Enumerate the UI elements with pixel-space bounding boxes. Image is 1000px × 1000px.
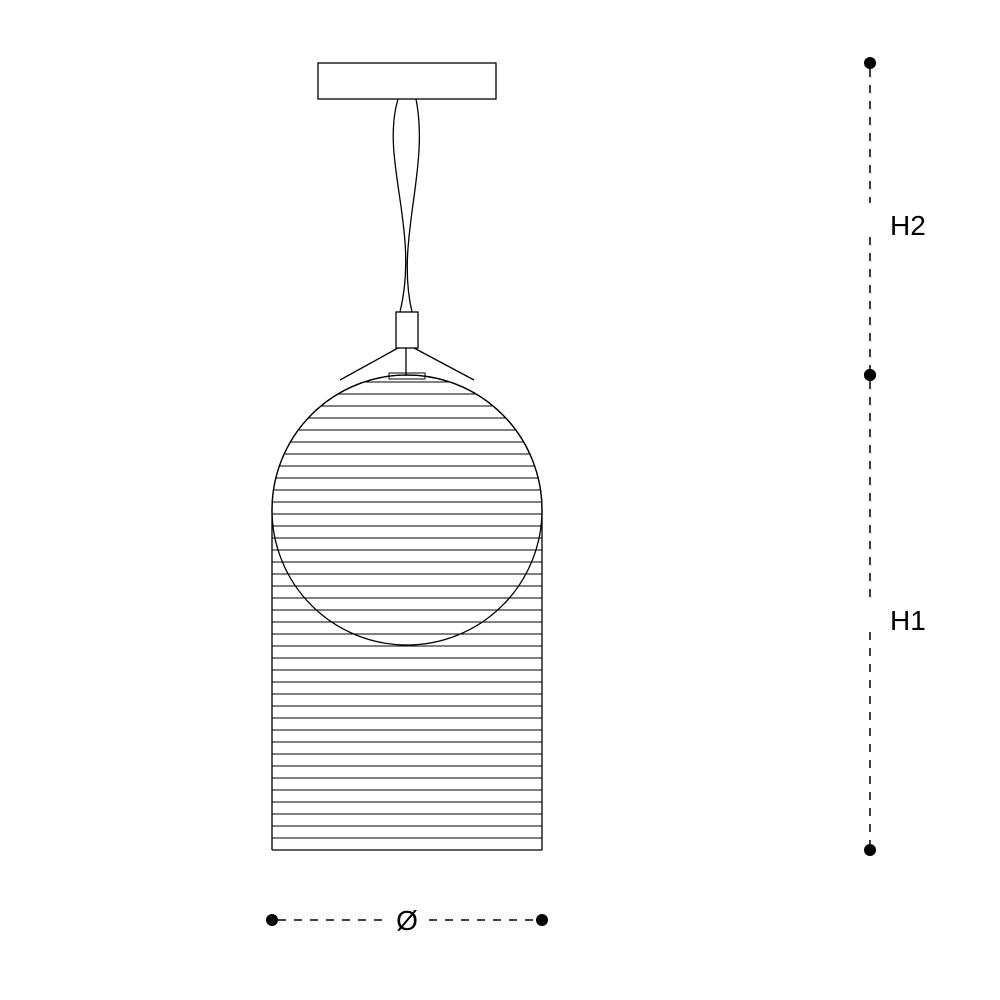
dim-dot — [864, 369, 876, 381]
suspension-cable — [407, 99, 419, 312]
dim-label-diameter: Ø — [396, 905, 418, 936]
dim-label-h1: H1 — [890, 605, 926, 636]
suspension-cable — [393, 99, 406, 312]
dim-dot — [266, 914, 278, 926]
dim-dot — [864, 844, 876, 856]
shade-stripes — [137, 382, 677, 850]
hanger-wire — [414, 348, 474, 380]
cable-connector — [396, 312, 418, 348]
dim-dot — [536, 914, 548, 926]
pendant-lamp-dimension-diagram: H2 H1 Ø — [0, 0, 1000, 1000]
shade-sphere-outline — [272, 375, 542, 645]
ceiling-canopy — [318, 63, 496, 99]
dim-dot — [864, 57, 876, 69]
dim-label-h2: H2 — [890, 210, 926, 241]
